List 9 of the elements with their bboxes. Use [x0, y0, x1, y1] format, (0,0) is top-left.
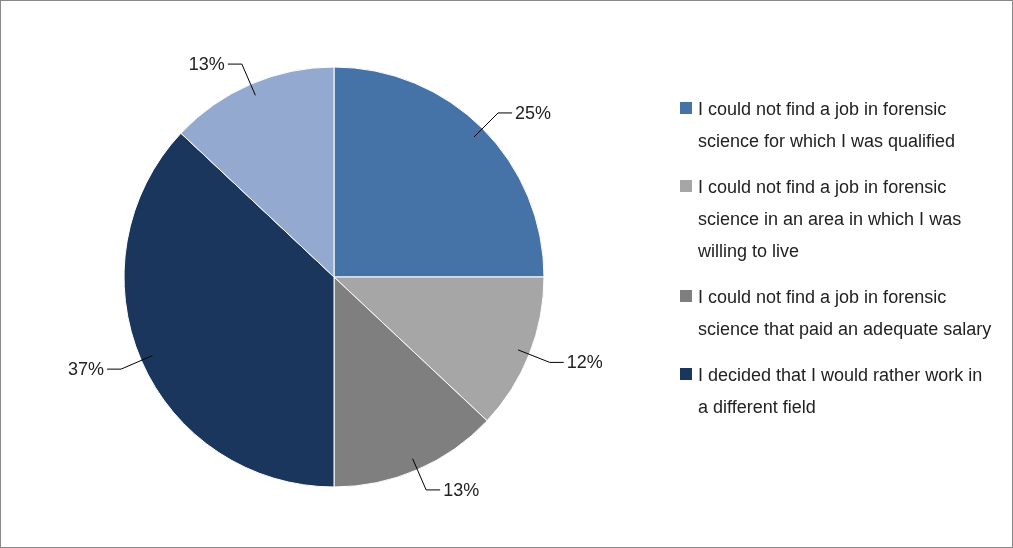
data-label: 13% [188, 54, 225, 75]
data-label: 13% [443, 479, 480, 500]
legend-label: I decided that I would rather work in a different field [698, 365, 983, 417]
data-label: 12% [566, 352, 603, 373]
legend-label: I could not find a job in forensic science that paid an adequate salary [698, 287, 992, 339]
legend-label: I could not find a job in forensic science for which I was qualified [698, 99, 956, 151]
legend-label: I could not find a job in forensic science in an area in which I was willing to live [697, 177, 962, 261]
data-label: 25% [515, 102, 552, 123]
data-label: 37% [68, 359, 105, 380]
